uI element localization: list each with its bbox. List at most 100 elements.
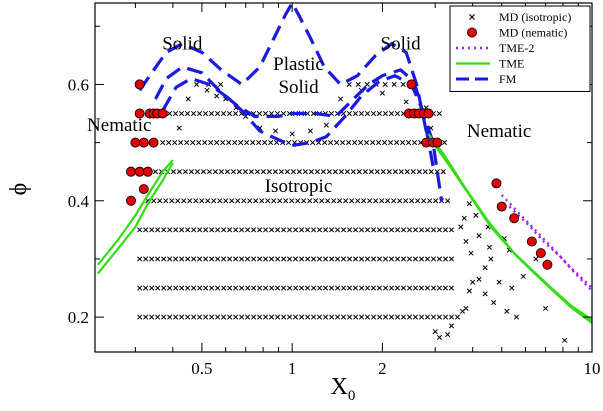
md-isotropic-point xyxy=(448,314,455,320)
md-isotropic-point xyxy=(149,256,155,262)
md-isotropic-point xyxy=(404,169,410,175)
region-label: Solid xyxy=(278,77,319,98)
md-isotropic-point xyxy=(295,198,301,204)
md-isotropic-point xyxy=(143,285,149,291)
md-isotropic-point xyxy=(379,90,385,96)
plot-frame xyxy=(94,2,593,353)
md-isotropic-point xyxy=(248,169,254,175)
md-isotropic-point xyxy=(245,285,251,291)
md-isotropic-point xyxy=(191,314,197,320)
md-isotropic-point xyxy=(287,256,293,262)
md-isotropic-point xyxy=(226,140,232,146)
md-isotropic-point xyxy=(430,227,437,233)
md-isotropic-point xyxy=(436,285,443,291)
md-isotropic-point xyxy=(218,169,224,175)
md-isotropic-point xyxy=(184,140,190,146)
md-nematic-point xyxy=(496,201,507,212)
md-isotropic-point xyxy=(220,110,227,117)
md-isotropic-point xyxy=(203,314,209,320)
md-isotropic-point xyxy=(266,169,272,175)
md-isotropic-point xyxy=(196,110,203,117)
md-isotropic-point xyxy=(436,256,443,262)
md-isotropic-point xyxy=(305,285,311,291)
md-isotropic-point xyxy=(172,110,179,117)
md-isotropic-point xyxy=(334,314,341,320)
md-isotropic-point xyxy=(229,198,235,204)
md-isotropic-point xyxy=(204,87,210,93)
md-isotropic-point xyxy=(314,169,320,175)
md-isotropic-point xyxy=(238,140,244,146)
md-isotropic-point xyxy=(206,169,212,175)
md-isotropic-point xyxy=(445,198,451,204)
md-isotropic-point xyxy=(400,314,407,320)
md-isotropic-point xyxy=(448,227,455,233)
md-isotropic-point xyxy=(370,256,377,262)
fm-curve xyxy=(154,65,435,167)
md-isotropic-point xyxy=(442,227,449,233)
md-isotropic-point xyxy=(196,140,202,146)
md-isotropic-point xyxy=(400,140,406,146)
md-isotropic-point xyxy=(334,227,341,233)
md-isotropic-point xyxy=(209,285,215,291)
md-isotropic-point xyxy=(268,140,274,146)
md-isotropic-point xyxy=(352,285,359,291)
legend-label: FM xyxy=(499,72,517,86)
md-isotropic-point xyxy=(293,285,299,291)
md-isotropic-point xyxy=(247,198,253,204)
md-isotropic-point xyxy=(137,314,143,320)
md-isotropic-point xyxy=(355,198,361,204)
md-isotropic-point xyxy=(410,169,416,175)
md-isotropic-point xyxy=(496,279,502,285)
md-isotropic-point xyxy=(340,314,347,320)
md-isotropic-point xyxy=(520,273,526,279)
md-isotropic-point xyxy=(293,256,299,262)
md-nematic-point xyxy=(134,79,145,90)
md-isotropic-point xyxy=(194,81,200,87)
md-isotropic-point xyxy=(263,256,269,262)
md-isotropic-point xyxy=(269,256,275,262)
md-isotropic-point xyxy=(176,169,183,175)
md-isotropic-point xyxy=(400,285,407,291)
md-isotropic-point xyxy=(185,256,191,262)
md-nematic-point xyxy=(432,137,443,148)
md-isotropic-point xyxy=(476,276,482,282)
md-isotropic-point xyxy=(209,227,215,233)
y-tick-label: 0.2 xyxy=(68,308,89,327)
md-isotropic-point xyxy=(194,169,200,175)
md-isotropic-point xyxy=(463,305,469,311)
md-isotropic-point xyxy=(278,169,284,175)
md-isotropic-point xyxy=(368,169,374,175)
md-isotropic-point xyxy=(169,198,175,204)
md-isotropic-point xyxy=(388,285,395,291)
md-isotropic-point xyxy=(227,314,233,320)
md-isotropic-point xyxy=(376,285,383,291)
md-isotropic-point xyxy=(307,128,313,134)
md-isotropic-point xyxy=(179,285,185,291)
y-tick-label: 0.6 xyxy=(68,75,89,94)
md-isotropic-point xyxy=(415,198,421,204)
md-isotropic-point xyxy=(226,110,233,117)
md-isotropic-point xyxy=(220,140,226,146)
legend-label: MD (nematic) xyxy=(499,26,567,40)
md-isotropic-point xyxy=(370,110,376,117)
md-isotropic-point xyxy=(358,140,364,146)
md-isotropic-point xyxy=(208,140,214,146)
md-isotropic-point xyxy=(221,285,227,291)
md-isotropic-point xyxy=(328,314,335,320)
md-isotropic-point xyxy=(190,140,196,146)
region-label: Plastic xyxy=(273,54,324,75)
md-isotropic-point xyxy=(245,256,251,262)
tme2-series xyxy=(500,194,592,292)
md-isotropic-point xyxy=(317,256,323,262)
md-nematic-point xyxy=(125,195,136,206)
md-isotropic-point xyxy=(157,198,163,204)
md-isotropic-point xyxy=(263,227,269,233)
md-isotropic-point xyxy=(352,227,359,233)
tme-curve xyxy=(432,141,592,324)
md-isotropic-point xyxy=(386,169,392,175)
md-isotropic-point xyxy=(172,140,178,146)
md-isotropic-point xyxy=(543,305,549,311)
legend-symbol xyxy=(469,14,475,20)
md-isotropic-point xyxy=(197,256,203,262)
